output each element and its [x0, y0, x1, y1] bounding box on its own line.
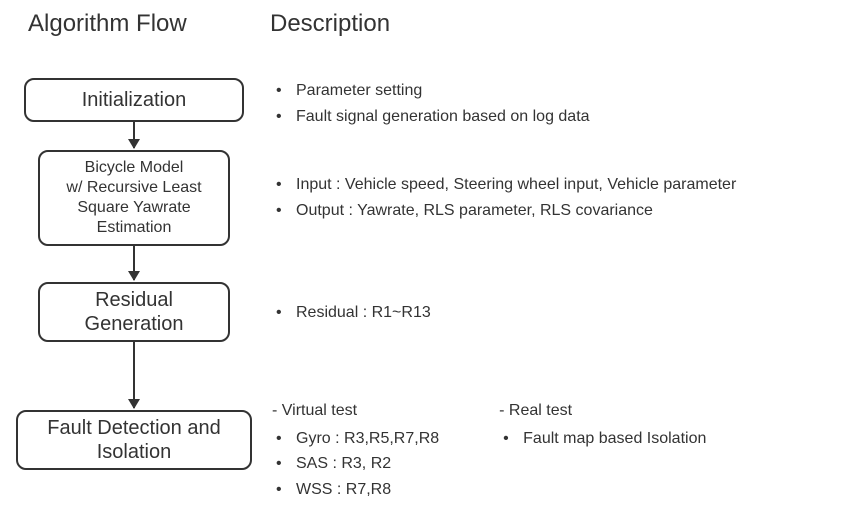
description-title: Description: [270, 10, 390, 38]
flow-arrow: [133, 122, 135, 148]
dash-header: - Real test: [499, 398, 706, 424]
flow-arrow: [133, 342, 135, 408]
flow-arrow: [133, 246, 135, 280]
flow-box-label: Bicycle Modelw/ Recursive LeastSquare Ya…: [66, 158, 201, 238]
flow-box-label: ResidualGeneration: [85, 288, 184, 336]
flow-box-label: Fault Detection andIsolation: [47, 416, 220, 464]
bullet-list: Fault map based Isolation: [499, 426, 706, 452]
flow-box-bicycle-model: Bicycle Modelw/ Recursive LeastSquare Ya…: [38, 150, 230, 246]
bullet-list: Gyro : R3,R5,R7,R8SAS : R3, R2WSS : R7,R…: [272, 426, 439, 503]
desc-residual: Residual : R1~R13: [272, 300, 431, 326]
flow-box-label: Initialization: [82, 88, 187, 112]
bullet-item: Parameter setting: [272, 78, 590, 104]
bullet-item: WSS : R7,R8: [272, 477, 439, 503]
bullet-list: Residual : R1~R13: [272, 300, 431, 326]
desc-fault-detection-isolation: - Virtual test Gyro : R3,R5,R7,R8SAS : R…: [272, 398, 706, 502]
flow-box-residual-generation: ResidualGeneration: [38, 282, 230, 342]
bullet-item: Fault map based Isolation: [499, 426, 706, 452]
dash-header: - Virtual test: [272, 398, 439, 424]
bullet-item: Output : Yawrate, RLS parameter, RLS cov…: [272, 198, 736, 224]
bullet-item: Input : Vehicle speed, Steering wheel in…: [272, 172, 736, 198]
flow-box-fault-detection-isolation: Fault Detection andIsolation: [16, 410, 252, 470]
fdi-real-col: - Real test Fault map based Isolation: [499, 398, 706, 502]
fdi-virtual-col: - Virtual test Gyro : R3,R5,R7,R8SAS : R…: [272, 398, 439, 502]
bullet-list: Parameter settingFault signal generation…: [272, 78, 590, 129]
flow-box-initialization: Initialization: [24, 78, 244, 122]
bullet-item: Residual : R1~R13: [272, 300, 431, 326]
bullet-item: Gyro : R3,R5,R7,R8: [272, 426, 439, 452]
algorithm-flow-title: Algorithm Flow: [28, 10, 187, 38]
bullet-list: Input : Vehicle speed, Steering wheel in…: [272, 172, 736, 223]
desc-initialization: Parameter settingFault signal generation…: [272, 78, 590, 129]
desc-bicycle-model: Input : Vehicle speed, Steering wheel in…: [272, 172, 736, 223]
bullet-item: Fault signal generation based on log dat…: [272, 104, 590, 130]
bullet-item: SAS : R3, R2: [272, 451, 439, 477]
